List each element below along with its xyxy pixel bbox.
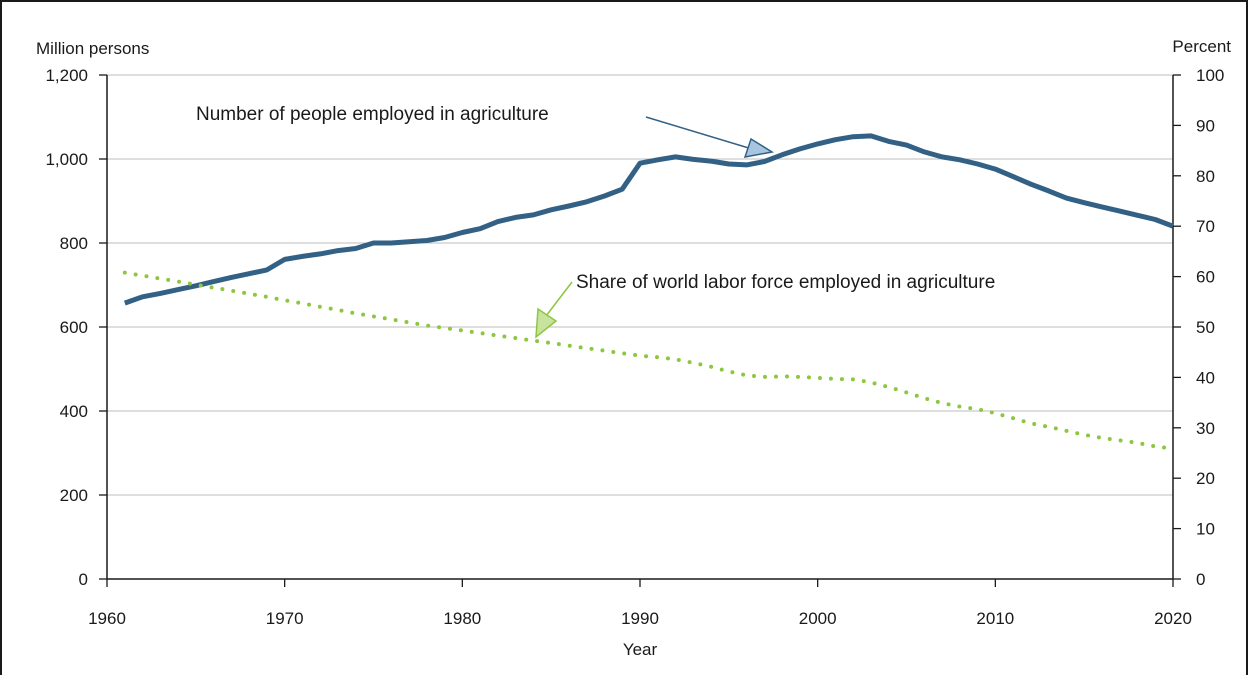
x-tick-label-2: 1980 xyxy=(443,609,481,628)
left-axis-title: Million persons xyxy=(36,39,149,58)
left-tick-label-3: 600 xyxy=(60,318,88,337)
right-tick-label-4: 40 xyxy=(1196,368,1215,387)
right-tick-label-7: 70 xyxy=(1196,217,1215,236)
x-tick-label-6: 2020 xyxy=(1154,609,1192,628)
left-axis-tick-labels: 0 200 400 600 800 1,000 1,200 xyxy=(45,66,88,589)
x-axis-title: Year xyxy=(623,640,658,659)
gridlines xyxy=(107,74,1173,496)
right-axis-title: Percent xyxy=(1172,37,1231,56)
right-tick-label-2: 20 xyxy=(1196,469,1215,488)
x-tick-label-3: 1990 xyxy=(621,609,659,628)
left-tick-label-6: 1,200 xyxy=(45,66,88,85)
left-tick-label-5: 1,000 xyxy=(45,150,88,169)
employed-series-line xyxy=(123,133,1174,306)
employed-annotation-arrow xyxy=(645,116,775,158)
left-tick-label-2: 400 xyxy=(60,402,88,421)
employed-annotation: Number of people employed in agriculture xyxy=(196,104,549,125)
share-arrow-shaft xyxy=(545,281,573,317)
x-tick-label-5: 2010 xyxy=(976,609,1014,628)
share-series-line xyxy=(122,270,1175,451)
right-tick-label-1: 10 xyxy=(1196,520,1215,539)
right-axis-tick-labels: 0 10 20 30 40 50 60 70 80 90 100 xyxy=(1196,66,1224,589)
x-tick-label-1: 1970 xyxy=(266,609,304,628)
x-tick-label-0: 1960 xyxy=(88,609,126,628)
x-tick-label-4: 2000 xyxy=(799,609,837,628)
employed-arrow-shaft xyxy=(645,116,753,150)
series-layer xyxy=(122,133,1175,451)
left-tick-label-0: 0 xyxy=(79,570,88,589)
share-annotation: Share of world labor force employed in a… xyxy=(576,272,995,293)
x-axis-tick-labels: 1960 1970 1980 1990 2000 2010 2020 xyxy=(88,609,1192,628)
left-tick-label-1: 200 xyxy=(60,486,88,505)
share-annotation-arrow xyxy=(535,281,573,339)
right-tick-label-9: 90 xyxy=(1196,116,1215,135)
right-tick-label-0: 0 xyxy=(1196,570,1205,589)
right-tick-label-10: 100 xyxy=(1196,66,1224,85)
right-tick-label-6: 60 xyxy=(1196,268,1215,287)
axes xyxy=(99,74,1181,587)
share-arrowhead xyxy=(535,307,558,339)
right-tick-label-3: 30 xyxy=(1196,419,1215,438)
left-tick-label-4: 800 xyxy=(60,234,88,253)
employed-arrowhead xyxy=(743,137,775,158)
right-tick-label-8: 80 xyxy=(1196,167,1215,186)
right-tick-label-5: 50 xyxy=(1196,318,1215,337)
